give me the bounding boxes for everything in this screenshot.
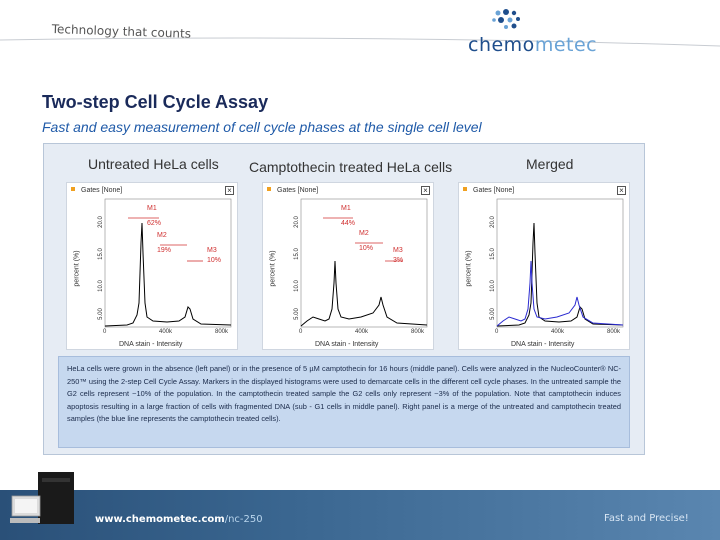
y-axis-label: percent (%) bbox=[465, 250, 473, 287]
y-tick: 5.00 bbox=[97, 308, 104, 320]
y-tick: 20.0 bbox=[97, 216, 104, 228]
y-axis-label: percent (%) bbox=[73, 250, 81, 287]
close-icon[interactable]: × bbox=[617, 186, 626, 195]
y-tick: 5.00 bbox=[293, 308, 300, 320]
x-axis-label: DNA stain - Intensity bbox=[511, 341, 575, 348]
histogram-untreated: Gates [None] × M1 62% M2 19% M3 10% 0 40… bbox=[66, 182, 238, 350]
histogram-plot bbox=[496, 198, 624, 328]
marker-pct: 3% bbox=[393, 257, 404, 264]
footer-url[interactable]: www.chemometec.com/nc-250 bbox=[95, 514, 263, 525]
x-tick: 0 bbox=[299, 329, 303, 335]
panel-title-untreated: Untreated HeLa cells bbox=[88, 156, 219, 172]
x-tick: 400k bbox=[159, 329, 173, 335]
header-swoosh bbox=[0, 37, 720, 47]
slide-subtitle: Fast and easy measurement of cell cycle … bbox=[42, 119, 482, 135]
marker-label: M3 bbox=[393, 247, 403, 254]
histogram-plot bbox=[300, 198, 428, 328]
x-tick: 800k bbox=[411, 329, 425, 335]
histogram-merged: Gates [None] × 0 400k 800k percent (%) 2… bbox=[458, 182, 630, 350]
x-tick: 400k bbox=[551, 329, 565, 335]
logo-text: chemometec bbox=[468, 34, 598, 56]
marker-label: M1 bbox=[341, 205, 351, 212]
status-dot-icon bbox=[463, 187, 467, 191]
marker-pct: 10% bbox=[359, 245, 374, 252]
close-icon[interactable]: × bbox=[421, 186, 430, 195]
x-tick: 0 bbox=[103, 329, 107, 335]
figure-caption: HeLa cells were grown in the absence (le… bbox=[58, 356, 630, 448]
histogram-plot bbox=[104, 198, 232, 328]
x-tick: 800k bbox=[215, 329, 229, 335]
y-tick: 5.00 bbox=[489, 308, 496, 320]
status-dot-icon bbox=[267, 187, 271, 191]
marker-pct: 10% bbox=[207, 257, 222, 264]
x-tick: 400k bbox=[355, 329, 369, 335]
gates-label: Gates [None] bbox=[277, 187, 319, 194]
marker-pct: 44% bbox=[341, 220, 356, 227]
y-tick: 15.0 bbox=[97, 248, 104, 260]
marker-label: M2 bbox=[359, 230, 369, 237]
marker-pct: 19% bbox=[157, 247, 172, 254]
y-tick: 10.0 bbox=[489, 280, 496, 292]
x-tick: 0 bbox=[495, 329, 499, 335]
marker-label: M2 bbox=[157, 232, 167, 239]
marker-label: M1 bbox=[147, 205, 157, 212]
y-tick: 20.0 bbox=[293, 216, 300, 228]
x-axis-label: DNA stain - Intensity bbox=[119, 341, 183, 348]
y-tick: 15.0 bbox=[489, 248, 496, 260]
y-tick: 10.0 bbox=[97, 280, 104, 292]
x-axis-label: DNA stain - Intensity bbox=[315, 341, 379, 348]
status-dot-icon bbox=[71, 187, 75, 191]
panel-title-treated: Camptothecin treated HeLa cells bbox=[249, 159, 453, 175]
x-tick: 800k bbox=[607, 329, 621, 335]
panel-title-merged: Merged bbox=[526, 156, 574, 172]
gates-label: Gates [None] bbox=[81, 187, 123, 194]
slide-title: Two-step Cell Cycle Assay bbox=[42, 92, 269, 112]
chemometec-logo: chemometec bbox=[468, 8, 618, 64]
gates-label: Gates [None] bbox=[473, 187, 515, 194]
y-tick: 15.0 bbox=[293, 248, 300, 260]
footer-slogan: Fast and Precise! bbox=[604, 513, 689, 524]
y-tick: 20.0 bbox=[489, 216, 496, 228]
histogram-treated: Gates [None] × M1 44% M2 10% M3 3% 0 400… bbox=[262, 182, 434, 350]
marker-label: M3 bbox=[207, 247, 217, 254]
panel-titles: Untreated HeLa cells Camptothecin treate… bbox=[44, 144, 644, 180]
device-icon bbox=[10, 472, 74, 524]
footer-bar bbox=[0, 490, 720, 540]
figure-panel: Untreated HeLa cells Camptothecin treate… bbox=[43, 143, 645, 455]
y-tick: 10.0 bbox=[293, 280, 300, 292]
marker-pct: 62% bbox=[147, 220, 162, 227]
close-icon[interactable]: × bbox=[225, 186, 234, 195]
logo-dots-icon bbox=[492, 9, 520, 29]
y-axis-label: percent (%) bbox=[269, 250, 277, 287]
